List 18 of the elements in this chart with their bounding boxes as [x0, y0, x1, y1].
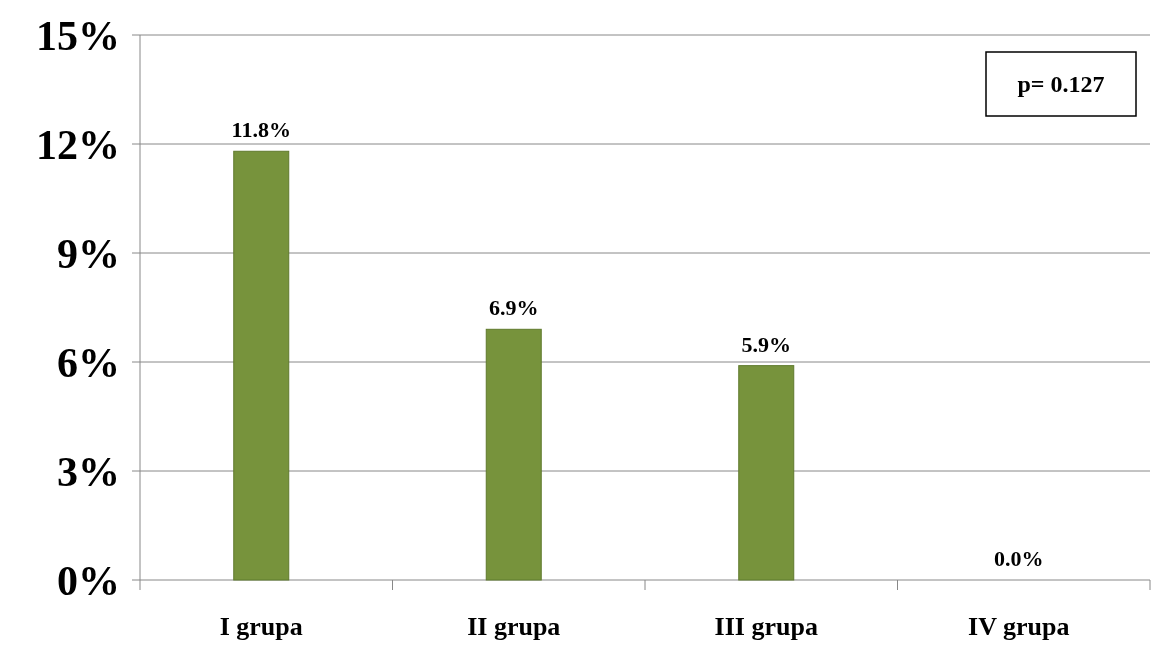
y-tick-label: 15% — [36, 12, 120, 59]
bar — [485, 328, 542, 581]
x-tick-label: II grupa — [467, 612, 561, 641]
data-label: 6.9% — [489, 295, 539, 321]
y-tick-label: 0% — [57, 557, 120, 604]
bar — [233, 150, 290, 581]
x-tick-label: III grupa — [714, 612, 818, 641]
data-label: 11.8% — [231, 117, 291, 143]
data-label: 5.9% — [741, 331, 791, 357]
y-tick-label: 3% — [57, 448, 120, 495]
y-tick-label: 9% — [57, 230, 120, 277]
data-label: 0.0% — [994, 546, 1044, 571]
x-tick-label: IV grupa — [968, 612, 1070, 641]
x-tick-label: I grupa — [219, 612, 303, 641]
y-tick-label: 6% — [57, 339, 120, 386]
y-tick-label: 12% — [36, 121, 120, 168]
bar — [738, 365, 795, 581]
annotation: p= 0.127 — [1017, 71, 1105, 98]
